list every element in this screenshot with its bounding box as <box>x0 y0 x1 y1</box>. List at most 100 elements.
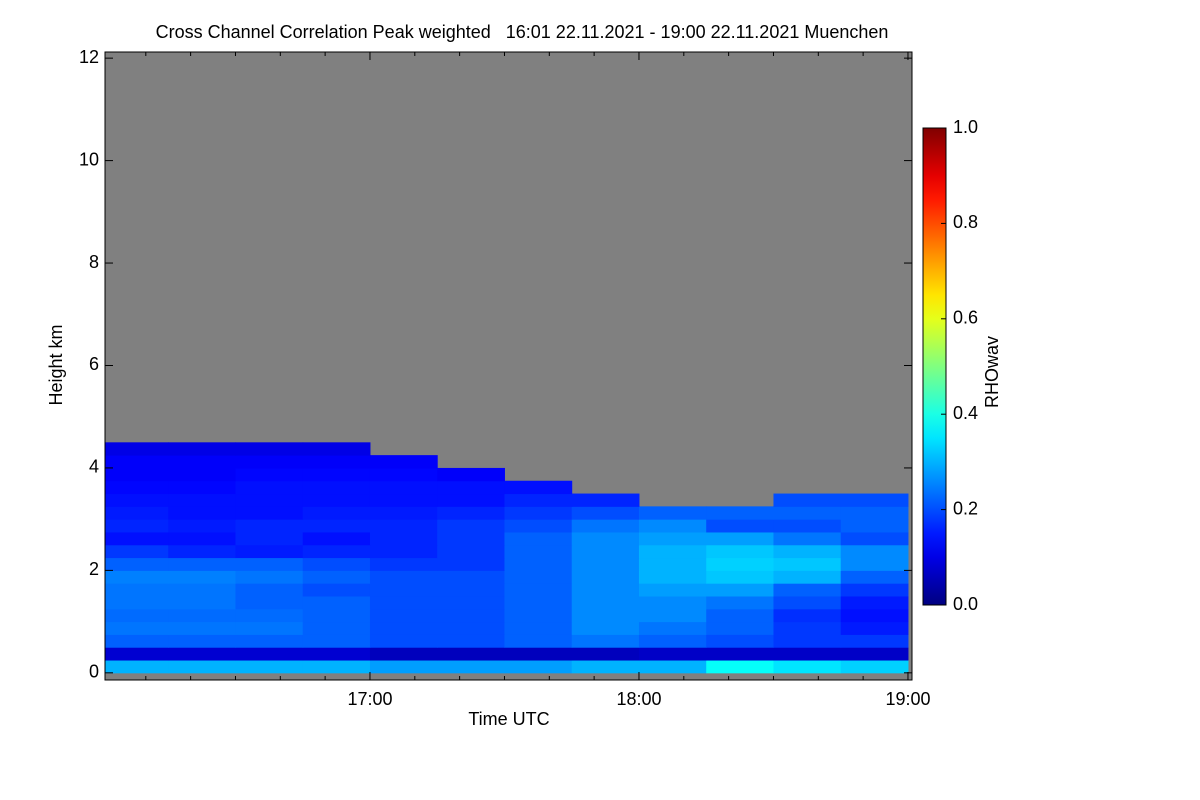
heatmap-cell <box>504 595 573 610</box>
heatmap-cell <box>369 608 438 623</box>
heatmap-cell <box>706 583 774 597</box>
heatmap-cell <box>504 544 573 559</box>
heatmap-cell <box>571 595 640 610</box>
heatmap-cell <box>168 621 236 635</box>
heatmap-cell <box>369 467 438 482</box>
heatmap-cell <box>706 595 774 610</box>
heatmap-cell <box>235 595 304 610</box>
heatmap-cell <box>302 634 371 648</box>
heatmap-cell <box>105 557 169 571</box>
heatmap-cell <box>168 493 236 507</box>
heatmap-cell <box>369 493 438 507</box>
y-tick-label: 2 <box>89 559 99 579</box>
heatmap-cell <box>638 557 707 571</box>
heatmap-cell <box>706 519 774 533</box>
heatmap-cell <box>437 595 505 610</box>
heatmap-cell <box>105 493 169 507</box>
heatmap-cell <box>706 608 774 623</box>
heatmap-cell <box>235 519 304 533</box>
heatmap-cell <box>638 647 707 661</box>
heatmap-cell <box>302 595 371 610</box>
heatmap-cell <box>302 608 371 623</box>
x-tick-label: 18:00 <box>616 689 661 709</box>
heatmap-cell <box>504 506 573 520</box>
heatmap-cell <box>840 621 909 635</box>
heatmap-cell <box>302 480 371 495</box>
heatmap-cell <box>504 480 573 495</box>
heatmap-cell <box>369 544 438 559</box>
heatmap-cell <box>437 467 505 482</box>
heatmap-cell <box>706 557 774 571</box>
y-tick-label: 8 <box>89 252 99 272</box>
heatmap-cell <box>302 531 371 546</box>
heatmap-cell <box>168 467 236 482</box>
heatmap-cell <box>437 506 505 520</box>
heatmap-cell <box>105 531 169 546</box>
plot-frame <box>104 51 913 681</box>
heatmap-cell <box>369 634 438 648</box>
heatmap-cell <box>437 544 505 559</box>
y-tick-label: 10 <box>79 149 99 169</box>
heatmap-cell <box>369 595 438 610</box>
heatmap-cell <box>773 608 842 623</box>
heatmap-cell <box>437 493 505 507</box>
heatmap-cell <box>773 583 842 597</box>
heatmap-cell <box>302 493 371 507</box>
heatmap-cell <box>840 583 909 597</box>
colorbar-tick-label: 0.0 <box>953 594 978 614</box>
x-axis-label: Time UTC <box>468 709 549 729</box>
heatmap-cell <box>235 480 304 495</box>
heatmap-cell <box>840 493 909 507</box>
colorbar-tick-label: 0.4 <box>953 403 978 423</box>
heatmap-cell <box>302 544 371 559</box>
heatmap-cell <box>773 647 842 661</box>
heatmap-cell <box>369 506 438 520</box>
heatmap-cell <box>168 660 236 674</box>
heatmap-cell <box>369 455 438 469</box>
heatmap-cell <box>302 583 371 597</box>
colorbar-tick-label: 0.8 <box>953 212 978 232</box>
heatmap-cell <box>638 634 707 648</box>
heatmap-cell <box>105 634 169 648</box>
heatmap-cell <box>105 660 169 674</box>
heatmap-cell <box>235 647 304 661</box>
heatmap-cell <box>105 442 169 456</box>
heatmap-cell <box>638 570 707 584</box>
heatmap-cell <box>840 608 909 623</box>
heatmap-cell <box>302 557 371 571</box>
heatmap-cell <box>504 493 573 507</box>
heatmap-cell <box>369 647 438 661</box>
heatmap-cell <box>302 467 371 482</box>
heatmap-cell <box>504 519 573 533</box>
heatmap-cell <box>168 519 236 533</box>
heatmap-cell <box>302 519 371 533</box>
heatmap-cell <box>706 647 774 661</box>
heatmap-cell <box>840 647 909 661</box>
heatmap-cell <box>437 480 505 495</box>
heatmap-cell <box>168 595 236 610</box>
heatmap-cell <box>302 506 371 520</box>
colorbar-tick-label: 1.0 <box>953 117 978 137</box>
heatmap-cell <box>168 506 236 520</box>
heatmap-cell <box>504 531 573 546</box>
heatmap-cell <box>638 660 707 674</box>
heatmap-cell <box>369 531 438 546</box>
heatmap-cell <box>369 480 438 495</box>
heatmap-cell <box>302 660 371 674</box>
heatmap-cell <box>235 634 304 648</box>
heatmap-cell <box>302 647 371 661</box>
heatmap-cell <box>302 455 371 469</box>
heatmap-cell <box>773 595 842 610</box>
heatmap-cell <box>105 608 169 623</box>
heatmap-cell <box>773 531 842 546</box>
y-tick-label: 4 <box>89 457 99 477</box>
heatmap-cell <box>840 519 909 533</box>
heatmap-cell <box>706 544 774 559</box>
heatmap-cell <box>571 570 640 584</box>
heatmap-cell <box>571 557 640 571</box>
heatmap-cell <box>168 480 236 495</box>
heatmap-cell <box>437 660 505 674</box>
heatmap-cell <box>571 647 640 661</box>
heatmap-cell <box>840 557 909 571</box>
heatmap-cell <box>302 621 371 635</box>
